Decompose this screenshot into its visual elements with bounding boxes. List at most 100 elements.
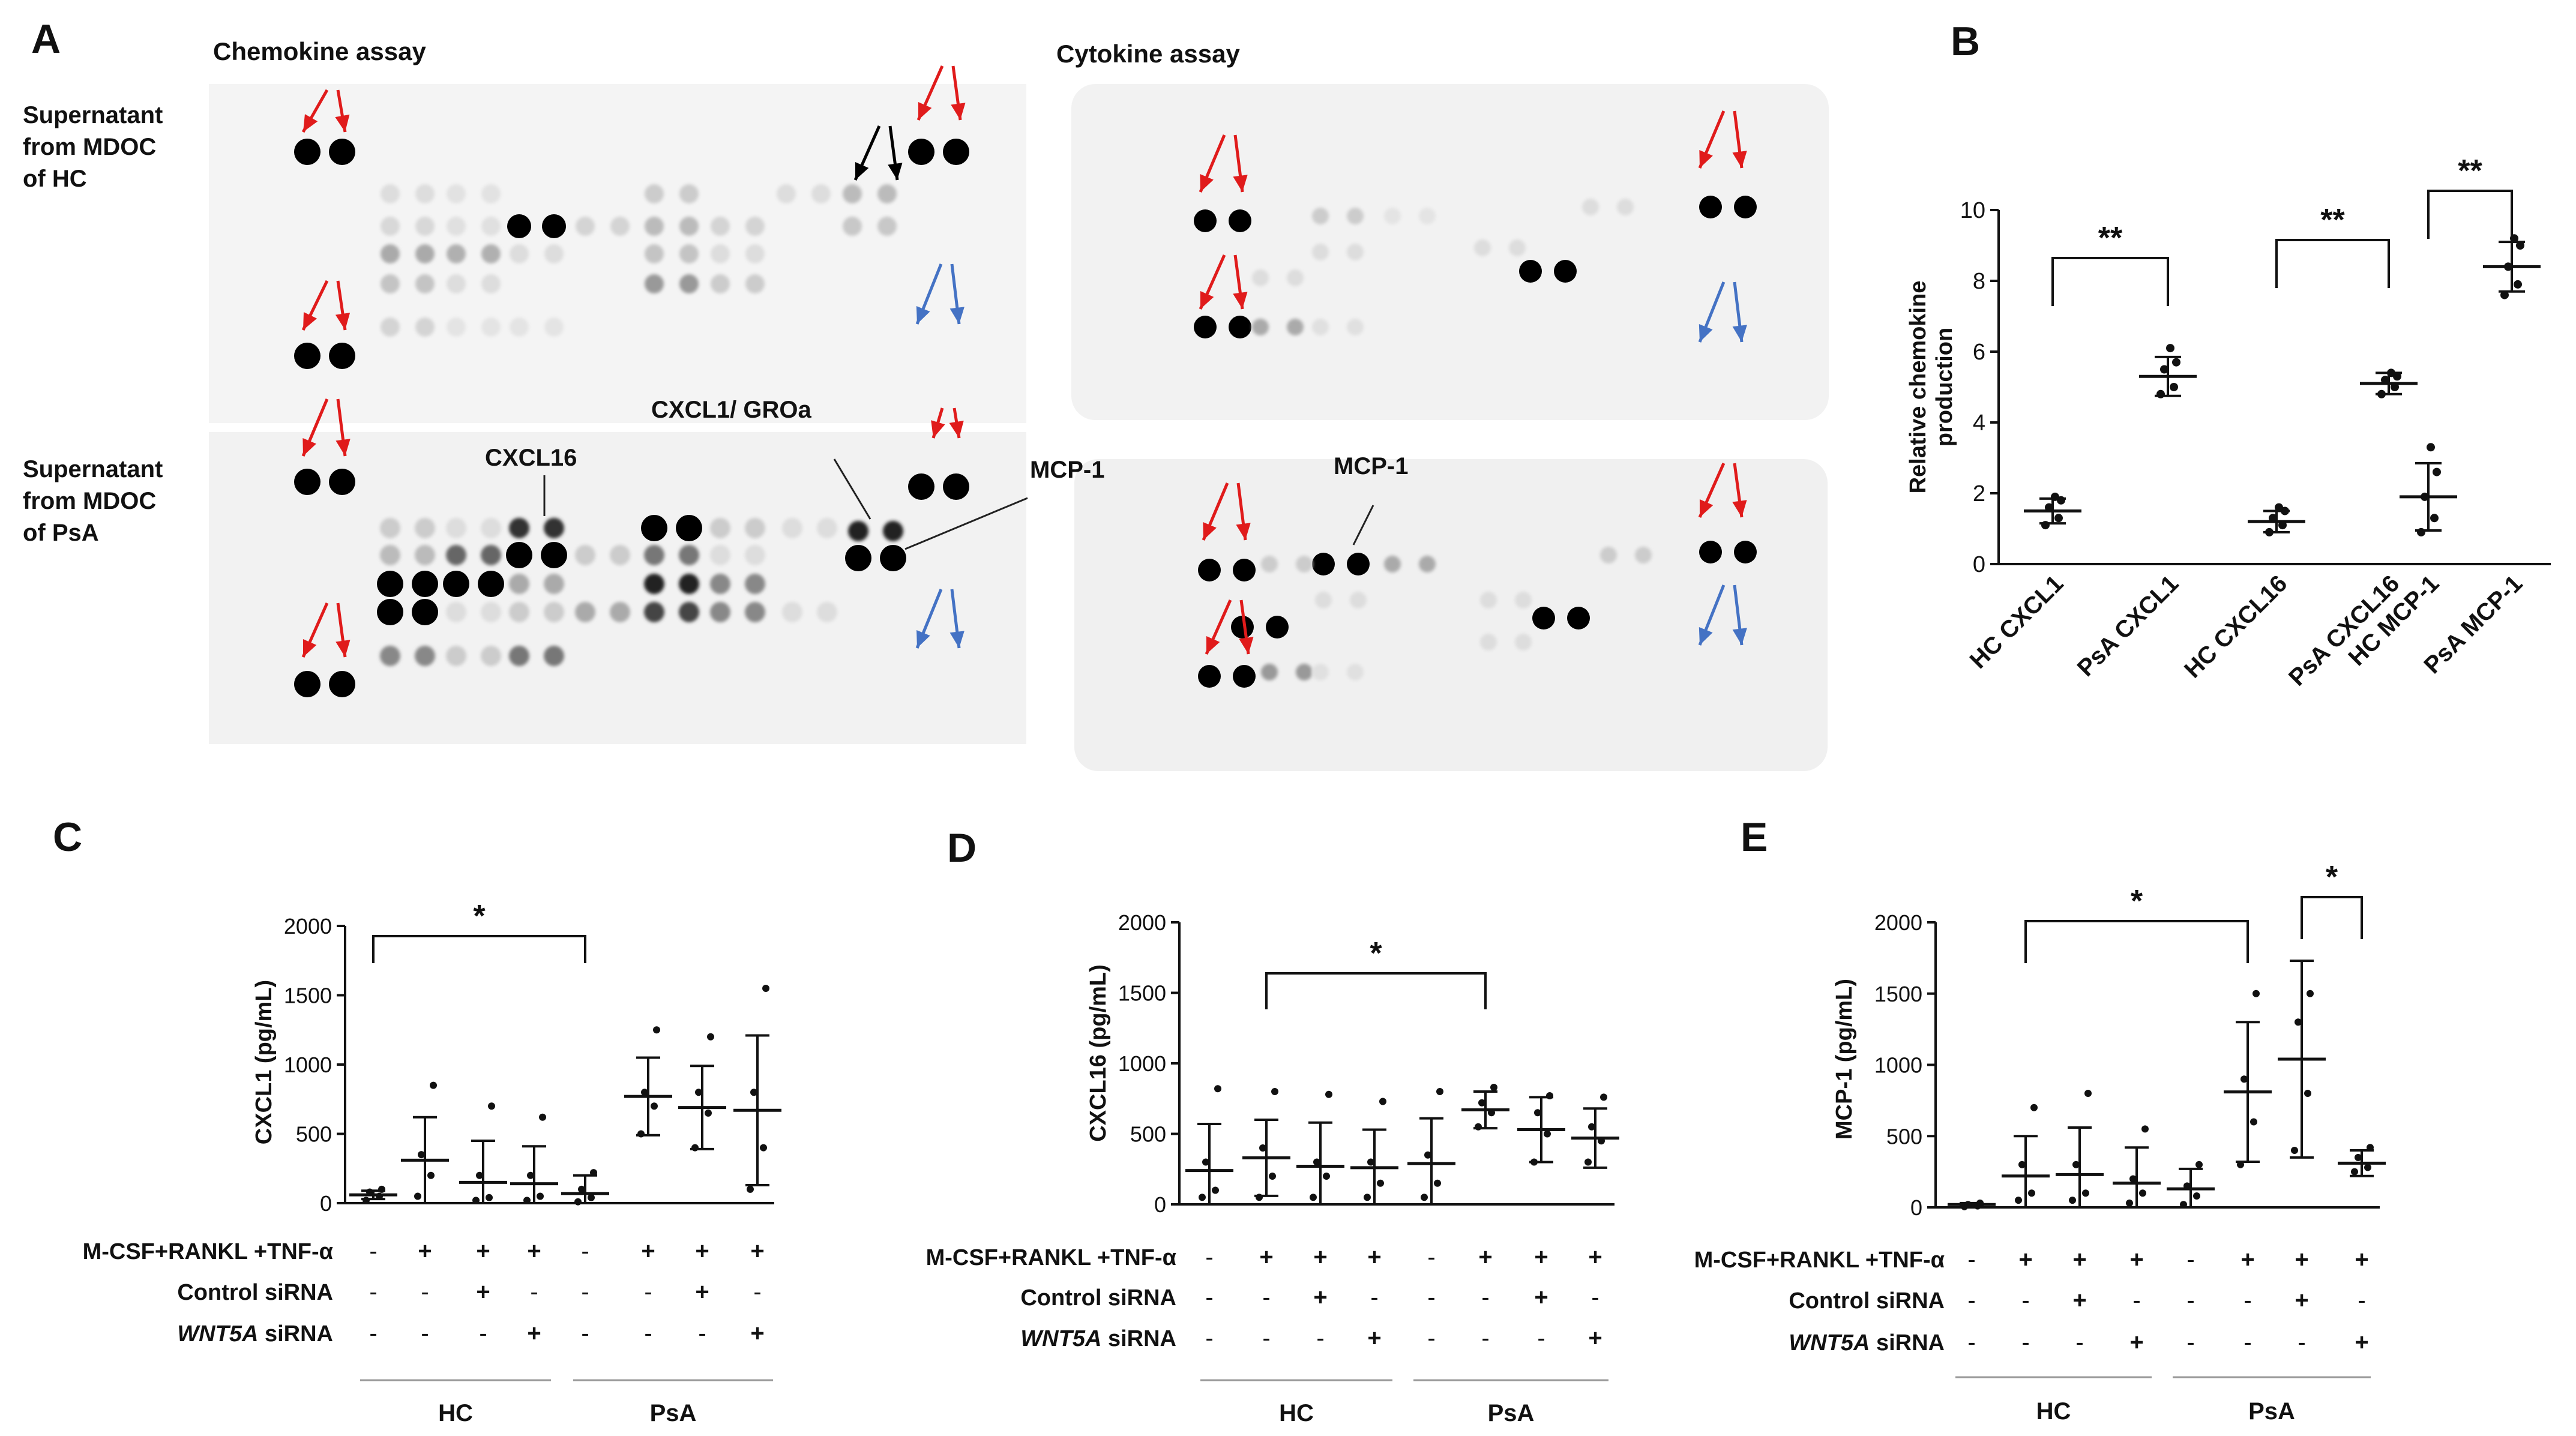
group-label-psa: PsA <box>650 1400 697 1426</box>
treatment-mark: + <box>695 1279 709 1305</box>
array-spot <box>1347 553 1370 575</box>
data-point <box>472 1197 480 1204</box>
chart-c: 0 500 1000 1500 2000 * M-CSF+RANKL +TNF-α - + + + -… <box>83 899 781 1426</box>
data-point <box>2193 1192 2200 1200</box>
mcp1-chem-annotation: MCP-1 <box>1030 457 1104 483</box>
data-point <box>2307 990 2314 997</box>
array-spot <box>645 217 664 236</box>
data-point <box>2166 344 2174 353</box>
treatment-mark: - <box>1262 1284 1270 1311</box>
data-point <box>1488 1109 1495 1117</box>
array-spot <box>817 518 837 538</box>
data-point <box>488 1102 495 1110</box>
data-point <box>2045 503 2053 512</box>
treatment-mark: - <box>1205 1284 1213 1311</box>
data-point <box>653 1026 660 1034</box>
array-spot <box>1252 269 1269 286</box>
panel-e: E MCP-1 (pg/mL) 0 500 1000 1500 2000 * * M-CSF+… <box>1694 814 2386 1425</box>
array-spot <box>644 574 664 594</box>
array-arrow-head <box>302 438 316 456</box>
group-label-hc: HC <box>2036 1398 2071 1425</box>
data-point <box>2172 358 2180 367</box>
data-point <box>2183 1182 2191 1190</box>
data-point <box>2054 514 2063 523</box>
data-point <box>2030 1104 2038 1111</box>
array-spot <box>412 571 438 597</box>
data-point <box>414 1192 421 1200</box>
array-spot <box>576 217 595 236</box>
data-point <box>2295 1018 2302 1026</box>
array-spot <box>509 646 529 666</box>
array-spot <box>877 184 897 203</box>
data-point <box>1598 1137 1605 1145</box>
treatment-mark: - <box>581 1320 589 1347</box>
array-spot <box>1480 634 1497 650</box>
array-spot <box>412 599 438 625</box>
array-arrow-head <box>1200 174 1214 192</box>
data-point <box>2126 1199 2133 1207</box>
data-point <box>378 1185 385 1193</box>
condition-label: Control siRNA <box>177 1280 333 1305</box>
data-point <box>705 1109 712 1117</box>
array-arrow-head <box>303 312 317 330</box>
array-spot <box>1229 209 1251 232</box>
array-spot <box>1347 244 1364 260</box>
significance-bracket <box>2024 920 2249 963</box>
treatment-mark: + <box>1534 1244 1548 1270</box>
array-spot <box>710 574 730 594</box>
array-spot <box>745 244 765 263</box>
treatment-mark: - <box>2186 1246 2194 1273</box>
array-spot <box>415 317 435 337</box>
array-arrow-head <box>888 163 903 180</box>
array-spot <box>380 518 400 538</box>
array-spot <box>447 317 466 337</box>
data-point <box>523 1197 531 1204</box>
treatment-mark: + <box>2355 1329 2368 1356</box>
array-spot <box>845 545 871 571</box>
significance-bracket <box>2051 257 2169 306</box>
array-spot <box>415 646 435 666</box>
array-spot <box>415 217 435 236</box>
data-point <box>2377 389 2386 398</box>
data-point <box>2250 1118 2257 1126</box>
panel-d-letter: D <box>947 825 977 871</box>
treatment-mark: - <box>1316 1325 1324 1351</box>
array-spot <box>710 545 730 565</box>
array-spot <box>1252 319 1269 335</box>
array-spot <box>1384 208 1401 224</box>
treatment-mark: + <box>2129 1329 2143 1356</box>
data-point <box>1202 1158 1209 1166</box>
treatment-mark: - <box>644 1279 652 1305</box>
array-spot <box>294 139 320 165</box>
significance-bracket <box>1265 972 1487 1009</box>
condition-label: M-CSF+RANKL +TNF-α <box>83 1239 333 1264</box>
data-point <box>363 1197 370 1204</box>
treatment-mark: + <box>2355 1246 2368 1273</box>
data-point <box>2237 1161 2244 1168</box>
panel-e-ylabel: MCP-1 (pg/mL) <box>1832 979 1857 1140</box>
data-point <box>1588 1123 1595 1131</box>
array-spot <box>329 469 355 495</box>
array-spot <box>1312 664 1329 680</box>
array-spot <box>745 545 765 565</box>
array-spot <box>843 217 862 236</box>
array-spot <box>817 602 837 622</box>
treatment-mark: + <box>1478 1244 1492 1270</box>
array-arrow-head <box>1732 500 1747 517</box>
condition-label: Control siRNA <box>1020 1285 1176 1311</box>
data-point <box>695 1089 702 1096</box>
array-arrow-head <box>1200 291 1214 309</box>
y-tick-label: 0 <box>1910 1195 1922 1220</box>
array-spot <box>509 518 529 538</box>
panel-c-ylabel: CXCL1 (pg/mL) <box>251 980 277 1144</box>
treatment-mark: - <box>1967 1246 1975 1273</box>
data-point <box>1600 1093 1607 1101</box>
array-spot <box>381 184 400 203</box>
array-spot <box>415 184 435 203</box>
array-spot <box>1519 260 1542 283</box>
treatment-mark: - <box>2132 1287 2140 1314</box>
array-spot <box>908 473 934 500</box>
array-spot <box>1194 209 1217 232</box>
array-spot <box>645 274 664 293</box>
panel-c: C CXCL1 (pg/mL) 0 500 1000 1500 2000 * M-CSF+R… <box>53 814 781 1426</box>
